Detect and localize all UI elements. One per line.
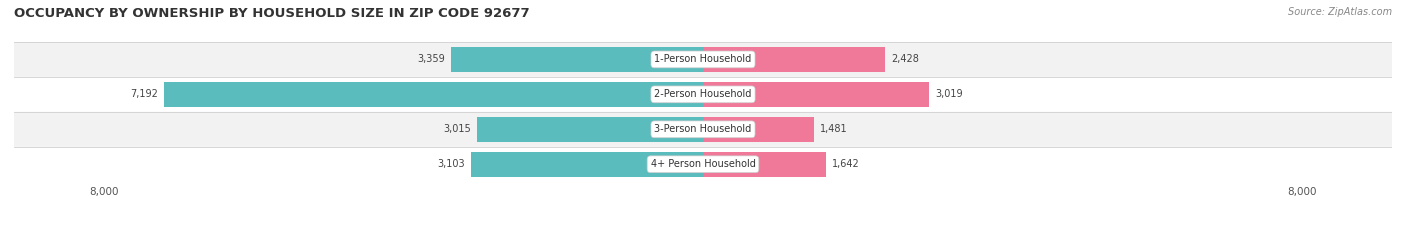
Bar <box>14 42 1392 77</box>
Bar <box>451 47 703 72</box>
Text: 3,019: 3,019 <box>935 89 963 99</box>
Bar <box>477 117 703 142</box>
Bar <box>165 82 703 107</box>
Text: 3,015: 3,015 <box>443 124 471 134</box>
Text: 1,481: 1,481 <box>820 124 848 134</box>
Text: 7,192: 7,192 <box>131 89 159 99</box>
Bar <box>14 77 1392 112</box>
Text: 2-Person Household: 2-Person Household <box>654 89 752 99</box>
Text: 4+ Person Household: 4+ Person Household <box>651 159 755 169</box>
Bar <box>471 152 703 177</box>
Bar <box>703 152 825 177</box>
Text: 3,103: 3,103 <box>437 159 464 169</box>
Text: 3,359: 3,359 <box>418 55 446 64</box>
Text: 2,428: 2,428 <box>891 55 918 64</box>
Text: 1-Person Household: 1-Person Household <box>654 55 752 64</box>
Bar <box>703 117 814 142</box>
Bar <box>14 112 1392 147</box>
Text: Source: ZipAtlas.com: Source: ZipAtlas.com <box>1288 7 1392 17</box>
Text: 3-Person Household: 3-Person Household <box>654 124 752 134</box>
Bar <box>703 47 884 72</box>
Bar <box>14 147 1392 182</box>
Text: 1,642: 1,642 <box>832 159 859 169</box>
Text: OCCUPANCY BY OWNERSHIP BY HOUSEHOLD SIZE IN ZIP CODE 92677: OCCUPANCY BY OWNERSHIP BY HOUSEHOLD SIZE… <box>14 7 530 20</box>
Bar <box>703 82 929 107</box>
